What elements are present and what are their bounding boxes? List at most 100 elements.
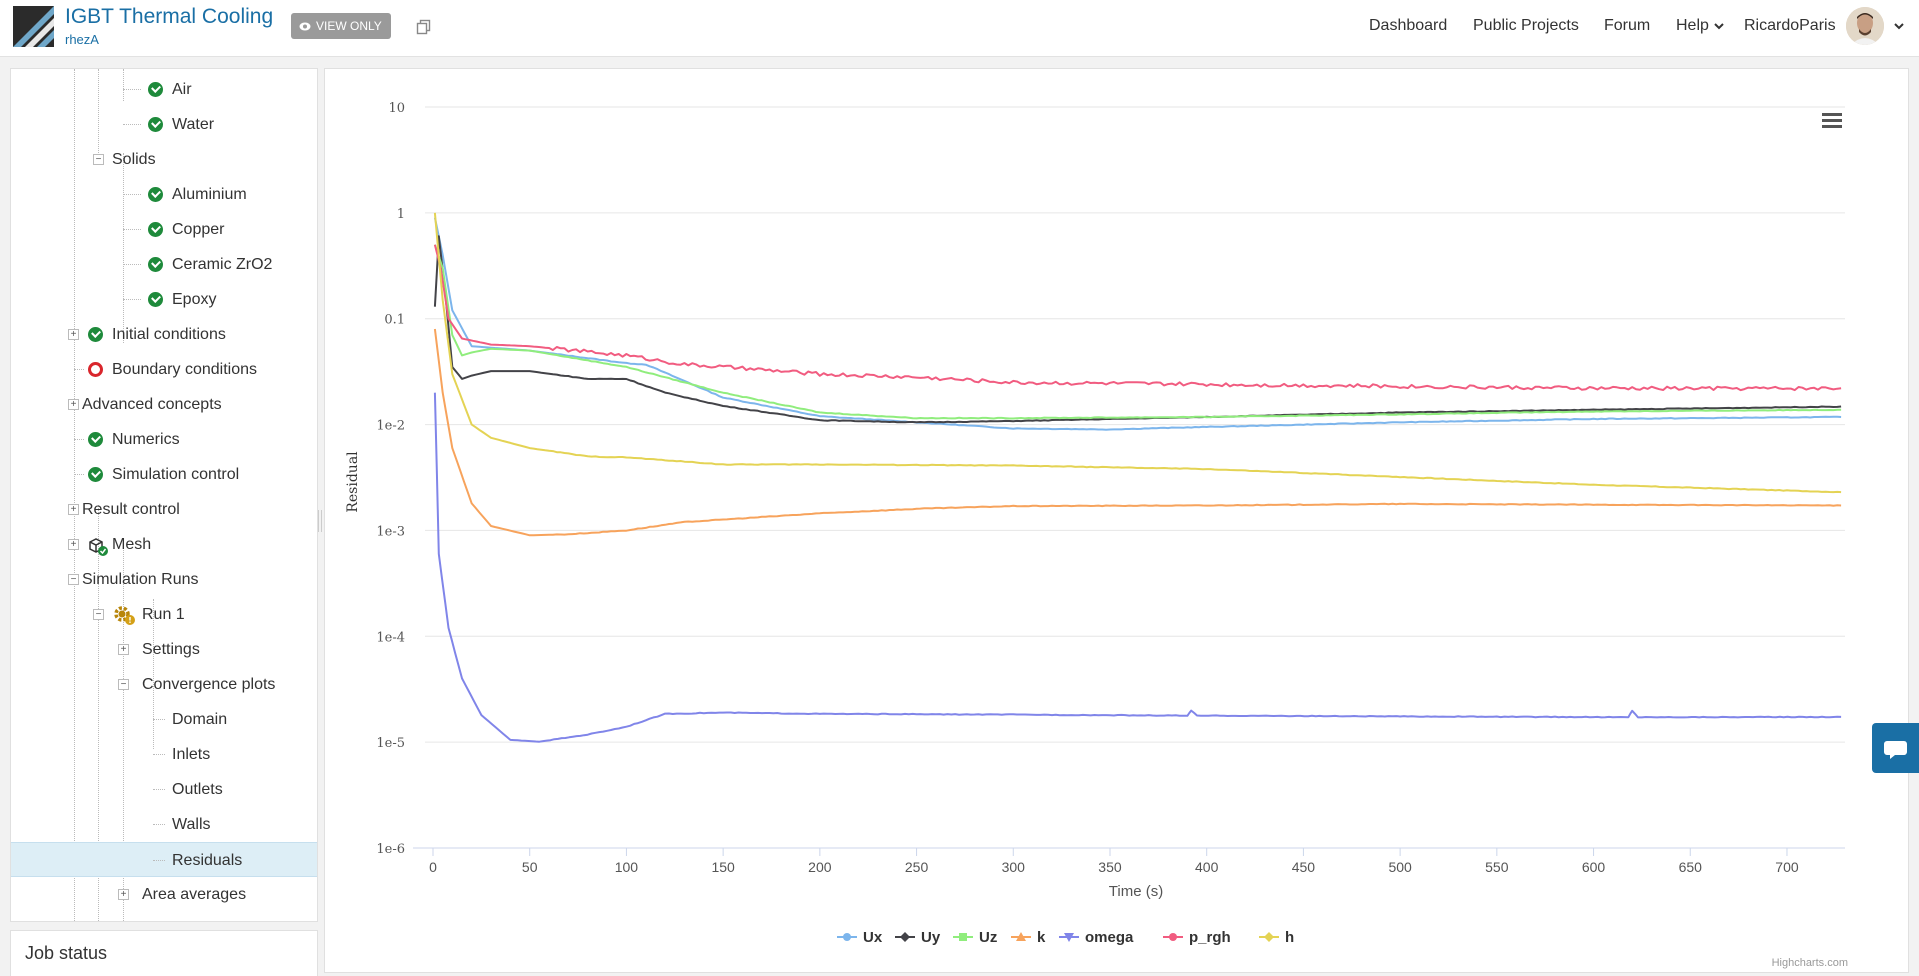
nav-public-projects[interactable]: Public Projects <box>1473 17 1579 34</box>
legend-item-Uy[interactable]: Uy <box>895 929 941 946</box>
panel-resize-handle[interactable] <box>318 510 322 532</box>
legend-item-h[interactable]: h <box>1259 929 1294 946</box>
x-tick-label: 100 <box>615 859 639 875</box>
tree-item-air[interactable]: Air <box>11 72 317 107</box>
tree-item-convergence-plots[interactable]: − Convergence plots <box>11 667 317 702</box>
tree-item-ceramic-zro2[interactable]: Ceramic ZrO2 <box>11 247 317 282</box>
tree-item-label: Epoxy <box>172 291 217 308</box>
legend-marker <box>1016 932 1026 941</box>
nav-dashboard[interactable]: Dashboard <box>1369 17 1448 34</box>
nav-help[interactable]: Help <box>1676 0 1724 52</box>
expand-icon[interactable]: + <box>68 539 79 550</box>
legend-item-Uz[interactable]: Uz <box>953 929 997 946</box>
check-circle-icon <box>148 292 163 307</box>
chat-bubble-icon <box>1884 741 1907 759</box>
tree-item-inlets[interactable]: Inlets <box>11 737 317 772</box>
series-line-Uy[interactable] <box>433 235 1842 424</box>
tree-item-outlets[interactable]: Outlets <box>11 772 317 807</box>
tree-item-run-1[interactable]: − Run 1 <box>11 597 317 632</box>
series-line-h[interactable] <box>433 212 1842 494</box>
nav-forum[interactable]: Forum <box>1604 17 1651 34</box>
user-name[interactable]: RicardoParis <box>1744 17 1836 34</box>
gear-warning-icon <box>114 606 135 625</box>
legend-item-k[interactable]: k <box>1011 929 1046 946</box>
tree-item-label: Boundary conditions <box>112 361 257 378</box>
expand-icon[interactable]: + <box>68 329 79 340</box>
tree-item-advanced-concepts[interactable]: + Advanced concepts <box>11 387 317 422</box>
x-tick-label: 450 <box>1292 859 1316 875</box>
user-menu-chevron-icon[interactable] <box>1894 22 1904 30</box>
legend-item-p-rgh[interactable]: p_rgh <box>1163 929 1231 946</box>
chart-menu-icon[interactable] <box>1822 113 1842 129</box>
job-status-title: Job status <box>25 943 108 963</box>
tree-item-label: Solids <box>112 151 156 168</box>
expand-icon[interactable]: + <box>68 399 79 410</box>
tree-item-epoxy[interactable]: Epoxy <box>11 282 317 317</box>
tree-item-copper[interactable]: Copper <box>11 212 317 247</box>
tree-item-result-control[interactable]: + Result control <box>11 492 317 527</box>
legend-marker <box>959 933 967 941</box>
highcharts-credit[interactable]: Highcharts.com <box>1772 957 1848 969</box>
project-title[interactable]: IGBT Thermal Cooling <box>65 5 274 28</box>
tree-item-mesh[interactable]: + Mesh <box>11 527 317 562</box>
y-tick-label: 1 <box>397 207 405 222</box>
legend-item-omega[interactable]: omega <box>1059 929 1134 946</box>
tree-item-residuals[interactable]: Residuals <box>11 842 317 877</box>
chat-button[interactable] <box>1872 723 1919 773</box>
collapse-icon[interactable]: − <box>93 154 104 165</box>
tree-item-label: Inlets <box>172 746 211 763</box>
x-tick-label: 200 <box>808 859 832 875</box>
tree-line <box>123 194 141 195</box>
tree-line <box>98 505 99 921</box>
tree-item-initial-conditions[interactable]: + Initial conditions <box>11 317 317 352</box>
tree-item-label: Simulation Runs <box>82 571 199 588</box>
tree-item-label: Initial conditions <box>112 326 226 343</box>
expand-icon[interactable]: + <box>118 644 129 655</box>
tree-item-settings[interactable]: + Settings <box>11 632 317 667</box>
series-line-Uz[interactable] <box>433 244 1842 420</box>
check-circle-icon <box>148 117 163 132</box>
residuals-chart-panel: 10 1 0.1 1e-2 1e-3 1e-4 1e-5 1e-6 0 50 100 150 200 2… <box>324 68 1909 973</box>
simscale-logo-icon[interactable] <box>13 6 54 47</box>
check-circle-icon <box>88 432 103 447</box>
tree-item-domain[interactable]: Domain <box>11 702 317 737</box>
tree-item-numerics[interactable]: Numerics <box>11 422 317 457</box>
tree-item-label: Copper <box>172 221 225 238</box>
job-status-panel[interactable]: Job status <box>10 930 318 976</box>
collapse-icon[interactable]: − <box>118 679 129 690</box>
collapse-icon[interactable]: − <box>93 609 104 620</box>
mesh-icon <box>89 538 108 556</box>
x-tick-label: 300 <box>1002 859 1026 875</box>
tree-item-simulation-control[interactable]: Simulation control <box>11 457 317 492</box>
tree-item-aluminium[interactable]: Aluminium <box>11 177 317 212</box>
tree-item-boundary-conditions[interactable]: Boundary conditions <box>11 352 317 387</box>
legend-label: h <box>1285 929 1294 946</box>
tree-item-solids[interactable]: − Solids <box>11 142 317 177</box>
tree-item-label: Domain <box>172 711 228 728</box>
x-tick-label: 700 <box>1775 859 1799 875</box>
project-owner[interactable]: rhezA <box>65 32 99 47</box>
tree-item-walls[interactable]: Walls <box>11 807 317 842</box>
tree-line <box>98 69 99 153</box>
legend-item-Ux[interactable]: Ux <box>837 929 883 946</box>
tree-line <box>153 719 165 720</box>
expand-icon[interactable]: + <box>68 504 79 515</box>
series-line-Ux[interactable] <box>433 217 1842 431</box>
check-circle-icon <box>148 222 163 237</box>
legend-marker <box>1064 933 1074 942</box>
avatar[interactable] <box>1846 7 1884 45</box>
legend-marker <box>1169 933 1177 941</box>
tree-item-label: Area averages <box>142 886 247 903</box>
legend-label: p_rgh <box>1189 929 1231 946</box>
copy-icon[interactable] <box>416 19 432 35</box>
tree-item-water[interactable]: Water <box>11 107 317 142</box>
series-line-omega[interactable] <box>433 392 1842 743</box>
tree-item-simulation-runs[interactable]: − Simulation Runs <box>11 562 317 597</box>
tree-item-label: Mesh <box>112 536 152 553</box>
expand-icon[interactable]: + <box>118 889 129 900</box>
series-line-p-rgh[interactable] <box>433 244 1842 392</box>
series-line-k[interactable] <box>433 328 1842 537</box>
collapse-icon[interactable]: − <box>68 574 79 585</box>
tree-item-area-averages[interactable]: + Area averages <box>11 877 317 912</box>
legend-label: Uy <box>921 929 941 946</box>
